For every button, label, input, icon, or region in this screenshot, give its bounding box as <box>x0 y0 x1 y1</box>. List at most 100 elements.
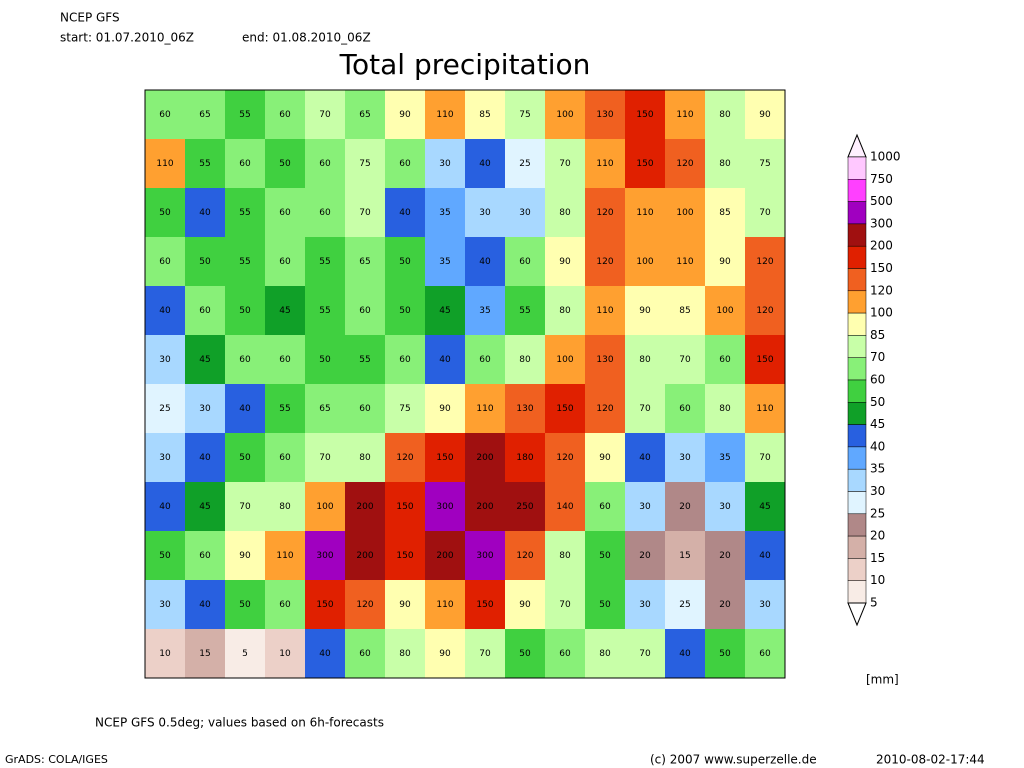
cell-value: 60 <box>199 306 211 316</box>
precip-cell <box>305 286 346 336</box>
cell-value: 200 <box>356 502 373 512</box>
cell-value: 85 <box>479 110 490 120</box>
precip-cell <box>465 188 506 238</box>
legend-top <box>847 133 867 158</box>
cell-value: 60 <box>679 404 691 414</box>
cell-value: 40 <box>199 453 211 463</box>
precip-cell <box>625 335 666 385</box>
precip-cell <box>585 482 626 532</box>
precip-cell <box>345 237 386 287</box>
cell-value: 30 <box>519 208 531 218</box>
cell-value: 40 <box>199 600 211 610</box>
cell-value: 30 <box>639 502 651 512</box>
precip-cell <box>145 482 186 532</box>
cell-value: 35 <box>439 257 450 267</box>
precip-cell <box>585 580 626 630</box>
precip-cell <box>265 482 306 532</box>
cell-value: 110 <box>156 159 173 169</box>
cell-value: 40 <box>639 453 651 463</box>
precip-cell <box>745 90 786 140</box>
cell-value: 70 <box>359 208 371 218</box>
cell-value: 100 <box>316 502 333 512</box>
precip-cell <box>185 237 226 287</box>
cell-value: 150 <box>756 355 773 365</box>
precip-cell <box>625 237 666 287</box>
precip-cell <box>305 580 346 630</box>
precip-cell <box>625 286 666 336</box>
legend-label: 70 <box>870 350 885 364</box>
cell-value: 50 <box>599 600 611 610</box>
cell-value: 90 <box>639 306 651 316</box>
map-frame <box>144 89 786 679</box>
precip-cell <box>625 580 666 630</box>
legend: 1000 750 500 300 200 150 120 100 85 70 60 50 45 40 35 3… <box>847 133 901 627</box>
cell-value: 45 <box>199 355 210 365</box>
precip-cell <box>305 139 346 189</box>
cell-value: 15 <box>199 649 210 659</box>
precip-cell <box>465 384 506 434</box>
precip-cell <box>705 580 746 630</box>
precip-cell <box>305 482 346 532</box>
precip-cell <box>265 629 306 679</box>
precip-cell <box>625 629 666 679</box>
cell-value: 110 <box>476 404 493 414</box>
precip-cell <box>225 237 266 287</box>
precip-cell <box>145 335 186 385</box>
legend-swatch <box>847 558 867 581</box>
legend-swatch <box>847 201 867 225</box>
precip-cell <box>705 384 746 434</box>
cell-value: 110 <box>436 600 453 610</box>
cell-value: 300 <box>476 551 493 561</box>
cell-value: 35 <box>479 306 490 316</box>
cell-value: 20 <box>679 502 691 512</box>
cell-value: 60 <box>279 208 291 218</box>
precip-cell <box>665 286 706 336</box>
precip-cell <box>665 580 706 630</box>
precip-cell <box>505 580 546 630</box>
precip-cell <box>705 139 746 189</box>
legend-label: 30 <box>870 484 885 498</box>
legend-label: 150 <box>870 261 893 275</box>
cell-value: 10 <box>159 649 171 659</box>
precip-cell <box>425 286 466 336</box>
cell-value: 50 <box>239 306 251 316</box>
legend-swatch <box>847 223 867 247</box>
cell-value: 100 <box>636 257 653 267</box>
legend-label: 60 <box>870 373 885 387</box>
cell-value: 100 <box>556 110 573 120</box>
cell-value: 85 <box>679 306 690 316</box>
cell-value: 150 <box>556 404 573 414</box>
cell-value: 20 <box>639 551 651 561</box>
precip-cell <box>265 335 306 385</box>
cell-value: 60 <box>399 159 411 169</box>
cell-value: 120 <box>556 453 573 463</box>
cell-value: 50 <box>199 257 211 267</box>
cell-value: 5 <box>242 649 248 659</box>
legend-swatch <box>847 424 867 448</box>
precip-cell <box>345 188 386 238</box>
cell-value: 90 <box>519 600 531 610</box>
precip-cell <box>545 90 586 140</box>
cell-value: 100 <box>716 306 733 316</box>
precip-cell <box>185 482 226 532</box>
precip-cell <box>545 188 586 238</box>
precip-cell <box>465 531 506 581</box>
cell-value: 150 <box>436 453 453 463</box>
cell-value: 130 <box>596 110 613 120</box>
cell-value: 110 <box>676 257 693 267</box>
precip-cell <box>145 433 186 483</box>
legend-label: 5 <box>870 596 878 610</box>
cell-value: 55 <box>239 208 250 218</box>
precip-cell <box>465 580 506 630</box>
cell-value: 60 <box>359 306 371 316</box>
cell-value: 110 <box>436 110 453 120</box>
cell-value: 25 <box>519 159 530 169</box>
cell-value: 55 <box>199 159 210 169</box>
legend-label: 500 <box>870 194 893 208</box>
legend-label: 35 <box>870 462 885 476</box>
precip-cell <box>265 580 306 630</box>
cell-value: 90 <box>399 110 411 120</box>
cell-value: 60 <box>319 159 331 169</box>
precip-cell <box>305 384 346 434</box>
cell-value: 90 <box>719 257 731 267</box>
